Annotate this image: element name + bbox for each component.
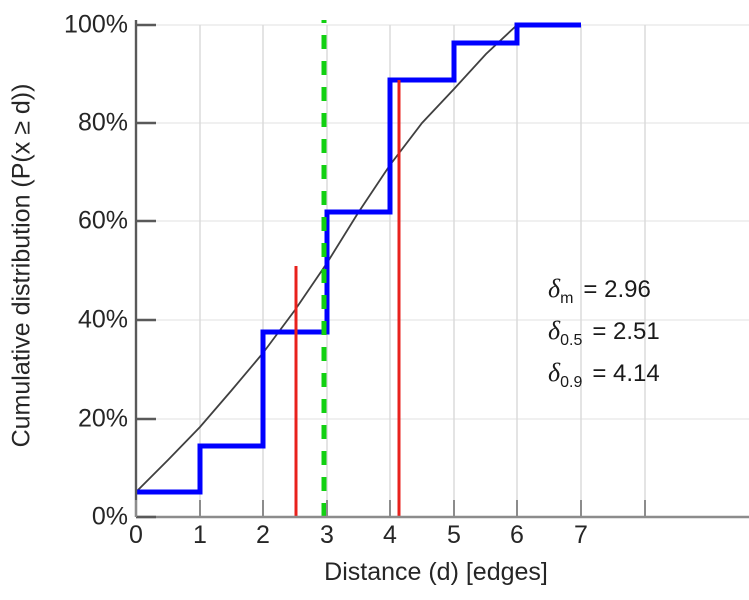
x-tick-label-7: 7 <box>574 521 588 549</box>
delta-subscript-p90: 0.9 <box>560 374 583 391</box>
delta-symbol-p90: δ <box>548 358 561 387</box>
x-tick-label-2: 2 <box>256 521 270 549</box>
x-axis-ticks <box>135 500 646 517</box>
axis-spines <box>134 20 749 519</box>
gridlines-horizontal <box>136 24 749 420</box>
annotation-row-p90: δ 0.9 = 4.14 <box>548 358 738 391</box>
annotation-value-median: = 2.51 <box>592 318 660 345</box>
annotation-row-mean: δ m = 2.96 <box>548 274 738 307</box>
annotation-value-mean: = 2.96 <box>583 276 651 303</box>
x-tick-label-1: 1 <box>193 521 207 549</box>
delta-subscript-mean: m <box>560 290 574 307</box>
y-tick-label-0: 0% <box>91 502 128 531</box>
delta-symbol-median: δ <box>548 316 561 345</box>
empirical-cdf-step <box>136 22 581 495</box>
x-tick-label-5: 5 <box>447 521 461 549</box>
y-axis-ticks <box>136 23 156 519</box>
delta-symbol-mean: δ <box>548 274 561 303</box>
x-tick-label-4: 4 <box>383 521 397 549</box>
x-axis-title: Distance (d) [edges] <box>324 558 548 586</box>
statistics-annotation: δ m = 2.96 δ 0.5 = 2.51 δ 0.9 = 4.14 <box>548 276 738 402</box>
y-tick-labels: 100% 80% 60% 40% 20% 0% <box>24 0 128 600</box>
annotation-row-median: δ 0.5 = 2.51 <box>548 316 738 349</box>
delta-subscript-median: 0.5 <box>560 332 583 349</box>
y-tick-label-100: 100% <box>64 10 128 39</box>
y-tick-label-20: 20% <box>77 404 128 433</box>
x-tick-label-0: 0 <box>129 521 143 549</box>
y-tick-label-80: 80% <box>77 108 128 137</box>
y-tick-label-40: 40% <box>77 305 128 334</box>
y-tick-label-60: 60% <box>77 206 128 235</box>
gridlines-vertical <box>199 25 646 517</box>
x-tick-label-3: 3 <box>320 521 334 549</box>
annotation-value-p90: = 4.14 <box>592 360 660 387</box>
x-tick-label-6: 6 <box>510 521 524 549</box>
